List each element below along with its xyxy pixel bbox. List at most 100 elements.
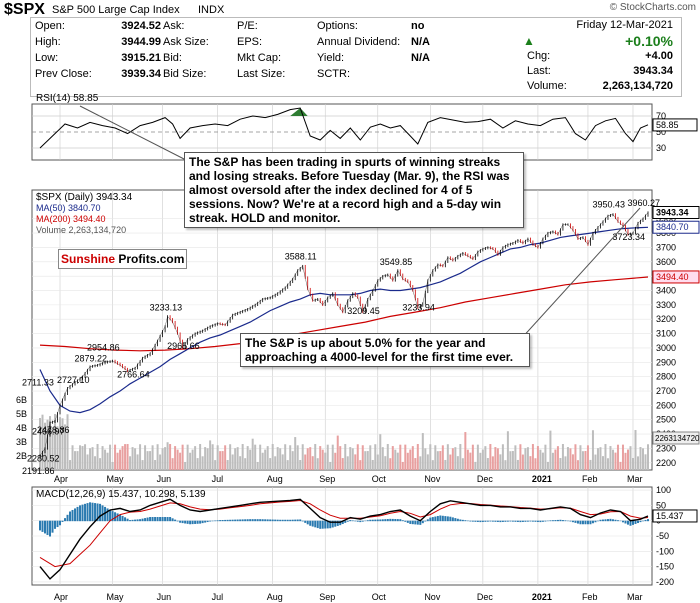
volume-bar xyxy=(334,452,337,470)
volume-bar xyxy=(99,458,102,470)
macd-histogram-bar xyxy=(226,519,229,522)
volume-bar xyxy=(581,451,584,470)
volume-bar xyxy=(596,448,599,470)
low-value: 3915.21 xyxy=(121,52,161,64)
price-annotation: 2478.86 xyxy=(37,425,70,435)
volume-bar xyxy=(201,456,204,470)
index-name: S&P 500 Large Cap Index xyxy=(52,4,180,16)
ticker-symbol: $SPX xyxy=(4,1,45,18)
volume-bar xyxy=(374,444,377,470)
volume-bar xyxy=(316,458,319,470)
volume-bar xyxy=(244,458,247,470)
volume-bar xyxy=(424,448,427,470)
volume-bar xyxy=(116,452,119,470)
volume-bar xyxy=(104,449,107,470)
macd-histogram-bar xyxy=(374,519,377,522)
macd-histogram-bar xyxy=(116,513,119,522)
macd-histogram-bar xyxy=(221,519,224,522)
volume-bar xyxy=(611,449,614,470)
volume-bar xyxy=(524,448,527,470)
price-tick-label: 3000 xyxy=(656,343,676,353)
macd-histogram-bar xyxy=(119,514,122,522)
volume-bar xyxy=(289,445,292,470)
macd-histogram-bar xyxy=(491,520,494,522)
macd-histogram-bar xyxy=(354,520,357,522)
macd-histogram-bar xyxy=(154,517,157,522)
volume-bar xyxy=(414,458,417,470)
volume-bar xyxy=(474,461,477,470)
macd-histogram-bar xyxy=(139,519,142,522)
volume-bar xyxy=(409,449,412,470)
macd-histogram-bar xyxy=(446,516,449,522)
rsi-callout-pointer xyxy=(79,105,187,161)
macd-histogram-bar xyxy=(171,518,174,522)
volume-bar xyxy=(544,444,547,470)
price-tick-label: 3600 xyxy=(656,257,676,267)
x-tick-label: Dec xyxy=(477,592,494,602)
macd-histogram-bar xyxy=(166,517,169,522)
volume-bar xyxy=(226,460,229,470)
volume-bar xyxy=(364,451,367,470)
macd-histogram-bar xyxy=(41,520,44,532)
volume-bar xyxy=(169,444,172,470)
macd-histogram-bar xyxy=(431,517,434,522)
macd-histogram-bar xyxy=(486,520,489,522)
volume-bar xyxy=(266,446,269,470)
macd-histogram-bar xyxy=(634,520,637,524)
volume-bar xyxy=(279,448,282,470)
x-tick-label: Jun xyxy=(157,592,172,602)
rsi-tick-label: 70 xyxy=(656,111,666,121)
macd-histogram-bar xyxy=(321,520,324,529)
volume-bar xyxy=(459,444,462,470)
volume-bar xyxy=(484,446,487,470)
macd-histogram-bar xyxy=(434,516,437,522)
volume-bar xyxy=(236,447,239,470)
macd-histogram-bar xyxy=(201,520,204,524)
rsi-tick-label: 50 xyxy=(656,127,666,137)
macd-histogram-bar xyxy=(204,520,207,523)
macd-histogram-bar xyxy=(489,520,492,522)
macd-histogram-bar xyxy=(64,518,67,522)
volume-bar xyxy=(511,451,514,470)
macd-histogram-bar xyxy=(91,502,94,522)
macd-histogram-bar xyxy=(609,518,612,522)
macd-histogram-bar xyxy=(604,519,607,522)
quote-date: Friday 12-Mar-2021 xyxy=(576,19,673,31)
macd-histogram-bar xyxy=(69,511,72,522)
volume-bar xyxy=(254,444,257,470)
price-annotation: 3723.34 xyxy=(612,232,645,242)
volume-bar xyxy=(219,451,222,470)
volume-bar xyxy=(379,434,382,470)
volume-bar xyxy=(81,446,84,470)
volume-bar xyxy=(504,460,507,470)
macd-tick-label: -150 xyxy=(656,562,674,572)
macd-histogram-bar xyxy=(499,520,502,523)
volume-bar xyxy=(464,432,467,470)
change-label: Chg: xyxy=(527,50,551,62)
percent-change: +0.10% xyxy=(625,33,673,49)
macd-histogram-bar xyxy=(234,519,237,522)
macd-histogram-bar xyxy=(206,520,209,523)
macd-histogram-bar xyxy=(66,514,69,522)
macd-histogram-bar xyxy=(199,520,202,524)
volume-bar xyxy=(539,449,542,470)
macd-histogram-bar xyxy=(589,520,592,525)
macd-histogram-bar xyxy=(599,519,602,522)
volume-bar xyxy=(239,456,242,470)
volume-bar xyxy=(176,449,179,470)
macd-histogram-bar xyxy=(94,503,97,522)
x-tick-label: Nov xyxy=(424,474,441,484)
volume-bar xyxy=(171,458,174,470)
volume-bar xyxy=(119,449,122,470)
volume-bar xyxy=(551,452,554,470)
macd-histogram-bar xyxy=(239,519,242,522)
macd-histogram-bar xyxy=(536,520,539,522)
macd-histogram-bar xyxy=(404,520,407,522)
macd-histogram-bar xyxy=(511,520,514,522)
macd-histogram-bar xyxy=(169,517,172,522)
volume-bar xyxy=(109,444,112,470)
volume-bar xyxy=(249,449,252,470)
price-annotation: 2965.66 xyxy=(167,341,200,351)
last-label: Last: xyxy=(527,65,551,77)
volume-bar xyxy=(376,454,379,470)
